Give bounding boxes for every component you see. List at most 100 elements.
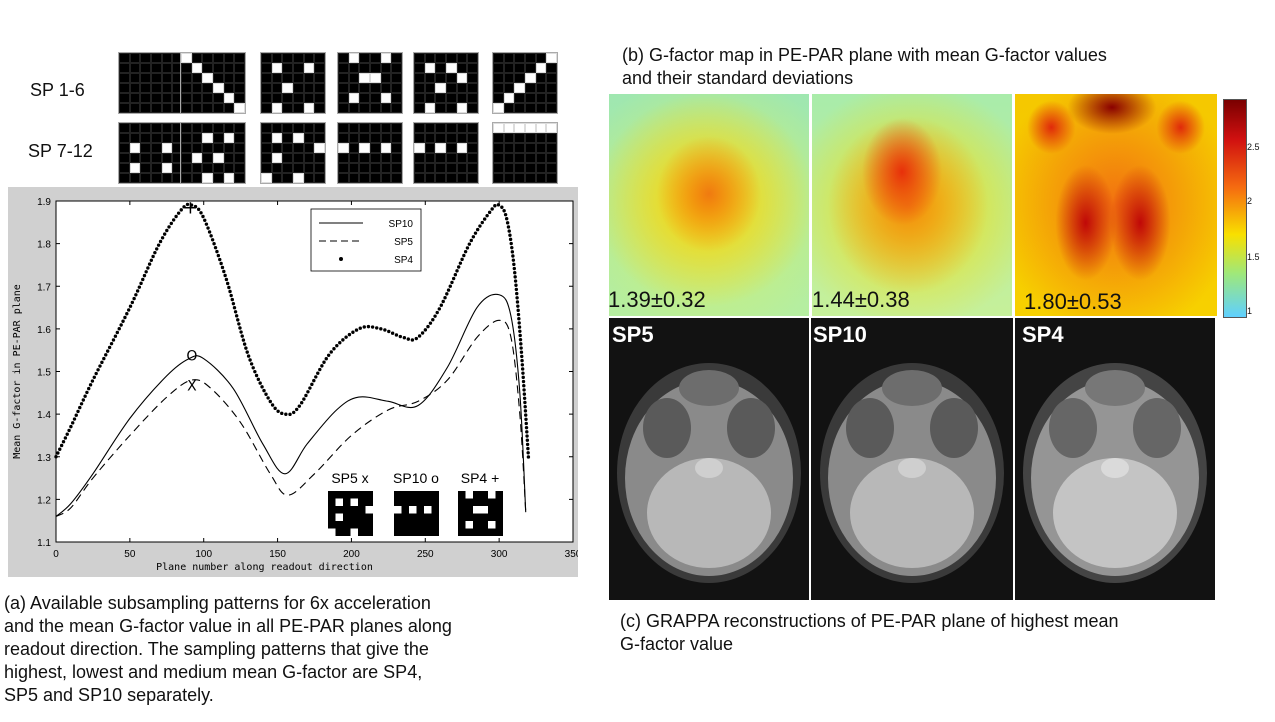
series-point-sp4: [297, 404, 302, 408]
series-point-sp4: [524, 413, 528, 417]
series-point-sp4: [358, 326, 362, 330]
series-point-sp4: [506, 225, 511, 229]
series-point-sp4: [294, 407, 299, 412]
series-point-sp4: [273, 406, 277, 411]
series-point-sp4: [134, 293, 138, 297]
series-point-sp4: [224, 277, 229, 282]
inset-pattern-cell: [409, 506, 417, 514]
inset-pattern-cell: [328, 528, 336, 536]
series-point-sp4: [505, 221, 510, 225]
series-point-sp4: [520, 354, 524, 359]
legend-label: SP10: [389, 219, 414, 230]
sampling-pattern-grid: [260, 122, 326, 184]
y-tick-label: 1.1: [37, 538, 51, 549]
series-point-sp4: [85, 390, 89, 395]
series-point-sp4: [219, 261, 223, 266]
series-point-sp4: [210, 238, 215, 242]
series-point-sp4: [525, 442, 530, 447]
caption-a-line: (a) Available subsampling patterns for 6…: [4, 593, 431, 613]
series-point-sp4: [149, 258, 154, 263]
series-point-sp4: [354, 328, 359, 332]
series-point-sp4: [521, 371, 525, 375]
series-point-sp4: [522, 384, 526, 388]
series-point-sp4: [236, 318, 240, 322]
series-point-sp4: [502, 209, 506, 213]
series-point-sp4: [67, 428, 71, 433]
series-point-sp4: [222, 269, 226, 274]
series-point-sp4: [515, 291, 519, 296]
series-point-sp4: [254, 373, 259, 378]
series-point-sp4: [56, 451, 60, 455]
series-point-sp4: [513, 279, 518, 283]
series-point-sp4: [88, 383, 93, 387]
series-point-sp4: [262, 388, 266, 393]
series-point-sp4: [182, 205, 186, 209]
series-point-sp4: [242, 342, 247, 346]
series-point-sp4: [394, 333, 399, 337]
series-point-sp4: [253, 369, 257, 374]
series-point-sp4: [512, 262, 516, 267]
colorbar-tick: 2: [1247, 196, 1253, 206]
series-point-sp4: [524, 417, 528, 421]
sampling-pattern-grid: [180, 52, 246, 114]
inset-pattern-cell: [335, 513, 343, 521]
gfactor-map-sp10: [812, 94, 1012, 316]
sampling-pattern-grid: [492, 122, 558, 184]
y-tick-label: 1.5: [37, 368, 51, 379]
series-point-sp4: [322, 360, 326, 364]
series-point-sp4: [141, 277, 145, 282]
series-point-sp4: [445, 292, 449, 296]
series-point-sp4: [98, 364, 102, 368]
series-point-sp4: [171, 218, 176, 222]
series-point-sp4: [284, 412, 288, 416]
series-point-sp4: [63, 436, 68, 440]
caption-c-line: (c) GRAPPA reconstructions of PE-PAR pla…: [620, 611, 1119, 631]
series-point-sp4: [514, 287, 519, 292]
series-point-sp4: [126, 308, 131, 312]
gfactor-line-chart: 0 50 100 150 200 250 300 350 1.1 1.2 1.3 1.4 1.5 1.6 1…: [12, 197, 578, 573]
series-point-sp4: [213, 245, 218, 250]
series-point-sp4: [521, 379, 526, 384]
mri-label-sp5: SP5: [612, 322, 654, 347]
series-point-sp4: [318, 367, 322, 372]
x-tick-label: 200: [343, 549, 360, 560]
series-point-sp4: [524, 421, 528, 426]
series-point-sp4: [390, 331, 395, 335]
caption-a: (a) Available subsampling patterns for 6…: [4, 592, 604, 707]
inset-label: SP5 x: [331, 470, 368, 486]
series-point-sp4: [162, 232, 167, 236]
series-point-sp4: [347, 332, 352, 337]
series-point-sp4: [310, 382, 314, 387]
series-point-sp4: [204, 222, 209, 226]
series-point-sp4: [379, 327, 383, 331]
series-point-sp4: [518, 337, 523, 342]
inset-label: SP4 +: [461, 470, 500, 486]
series-point-sp4: [351, 330, 355, 334]
series-point-sp4: [520, 358, 524, 363]
series-point-sp4: [87, 386, 91, 391]
x-tick-label: 50: [124, 549, 136, 560]
mri-image: [820, 363, 1004, 583]
inset-pattern-cell: [424, 506, 432, 514]
series-point-sp4: [270, 403, 275, 407]
series-point-sp4: [522, 388, 526, 392]
series-point-sp4: [517, 321, 521, 325]
mri-label-sp4: SP4: [1022, 322, 1064, 347]
y-tick-label: 1.4: [37, 410, 51, 421]
series-point-sp4: [329, 350, 333, 354]
series-point-sp4: [176, 211, 181, 215]
series-point-sp4: [258, 381, 262, 385]
inset-pattern-cell: [488, 521, 496, 529]
series-point-sp4: [109, 341, 114, 346]
series-point-sp4: [462, 253, 466, 258]
series-point-sp4: [433, 314, 437, 318]
series-point-sp4: [227, 285, 231, 290]
x-tick-label: 0: [53, 549, 59, 560]
series-point-sp4: [206, 226, 210, 230]
series-point-sp4: [207, 230, 212, 234]
series-point-sp4: [503, 212, 508, 217]
series-point-sp4: [516, 312, 521, 317]
series-point-sp4: [54, 455, 58, 459]
series-point-sp4: [517, 325, 522, 329]
series-point-sp4: [423, 328, 428, 332]
